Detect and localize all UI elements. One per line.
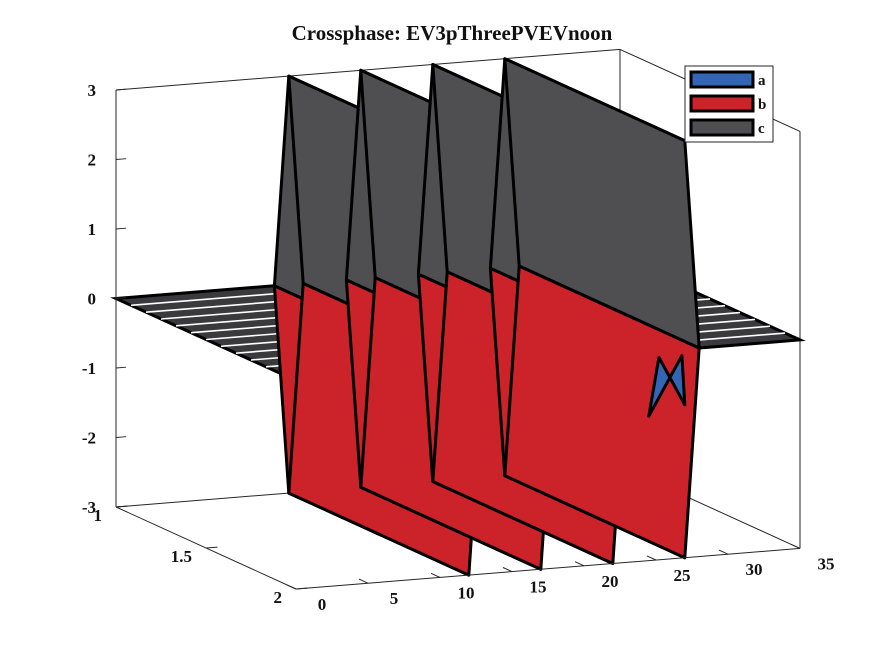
z-tick-label-0: -3	[82, 498, 96, 517]
legend-label-c: c	[758, 121, 765, 137]
z-tick-label-1: -2	[82, 429, 96, 448]
legend-swatch-b	[689, 94, 755, 113]
z-tick-mark-6	[115, 88, 127, 91]
series-a-tip-3	[647, 354, 687, 418]
x-tick-mark-3	[502, 567, 513, 573]
x-tick-mark-0	[286, 584, 297, 590]
x-tick-label-5: 25	[674, 566, 691, 585]
z-tick-label-2: -1	[82, 359, 96, 378]
z-tick-label-3: 0	[88, 290, 97, 309]
z-tick-mark-3	[115, 297, 127, 299]
x-tick-mark-5	[646, 555, 657, 561]
z-tick-mark-0	[115, 505, 127, 508]
x-tick-mark-2	[430, 572, 441, 578]
x-tick-label-0: 0	[318, 595, 327, 614]
z-tick-label-6: 3	[88, 81, 97, 100]
x-tick-mark-4	[574, 561, 585, 567]
y-tick-label-1: 1.5	[171, 547, 192, 566]
x-tick-mark-6	[718, 549, 729, 555]
tick-labels: 0 5 10 15 20 25 30 35 1 1.5 2 -3 -2 -1 0 1 2 3	[82, 81, 835, 614]
y-tick-label-2: 2	[274, 588, 283, 607]
z-tick-mark-2	[115, 366, 127, 369]
legend-swatch-a	[689, 70, 755, 89]
z-tick-mark-4	[115, 227, 127, 230]
z-tick-label-5: 2	[88, 151, 97, 170]
legend-label-a: a	[758, 73, 766, 89]
legend: abc	[684, 65, 774, 143]
x-tick-label-6: 30	[746, 560, 763, 579]
legend-label-b: b	[758, 97, 766, 113]
x-tick-label-4: 20	[602, 572, 619, 591]
x-tick-label-1: 5	[390, 589, 399, 608]
x-tick-label-3: 15	[530, 578, 547, 597]
series-c-face-front-3	[503, 57, 701, 350]
y-tick-mark-2	[295, 587, 308, 590]
z-tick-mark-5	[115, 158, 127, 160]
y-tick-mark-1	[205, 546, 218, 549]
z-tick-mark-1	[115, 436, 127, 438]
x-tick-mark-7	[790, 543, 801, 549]
chart-title: Crossphase: EV3pThreePVEVnoon	[292, 21, 613, 45]
y-tick-label-0: 1	[94, 506, 103, 525]
legend-swatch-c	[689, 118, 755, 137]
z-tick-label-4: 1	[88, 220, 97, 239]
x-tick-label-2: 10	[458, 583, 475, 602]
x-axis-line	[295, 547, 801, 590]
x-tick-label-7: 35	[818, 554, 835, 573]
x-tick-mark-1	[358, 578, 369, 584]
box-edge-back-2	[115, 48, 621, 91]
